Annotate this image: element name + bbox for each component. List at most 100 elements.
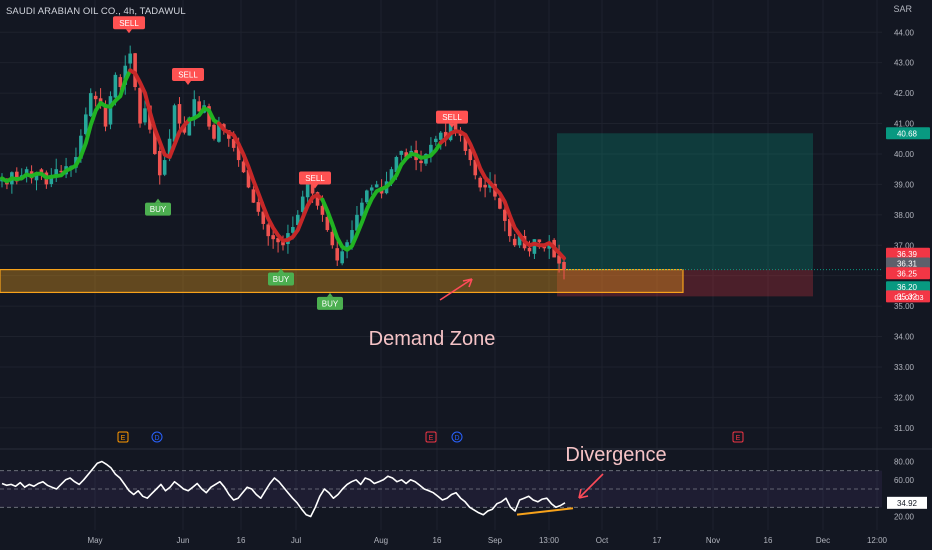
signal-buy[interactable]: BUY	[145, 198, 171, 216]
event-marker[interactable]: E	[732, 431, 744, 443]
candle[interactable]	[507, 219, 512, 237]
signal-badge[interactable]	[113, 16, 145, 30]
candle[interactable]	[369, 187, 374, 191]
candle[interactable]	[138, 87, 142, 124]
candle[interactable]	[295, 214, 300, 225]
candle[interactable]	[187, 117, 192, 136]
candle[interactable]	[320, 205, 325, 215]
candle[interactable]	[241, 161, 246, 173]
candle[interactable]	[315, 192, 320, 206]
candle[interactable]	[118, 77, 123, 88]
candle[interactable]	[84, 114, 88, 135]
candle[interactable]	[399, 150, 404, 155]
candle[interactable]	[276, 238, 280, 243]
candle[interactable]	[217, 123, 221, 142]
candle[interactable]	[167, 138, 172, 159]
candle[interactable]	[128, 53, 132, 64]
candle[interactable]	[192, 99, 197, 118]
candle[interactable]	[434, 138, 438, 143]
candle[interactable]	[236, 145, 241, 161]
candle[interactable]	[512, 238, 517, 246]
candle[interactable]	[325, 216, 330, 231]
candle[interactable]	[108, 96, 113, 125]
candle[interactable]	[49, 175, 54, 185]
candle[interactable]	[438, 132, 443, 140]
candle[interactable]	[305, 184, 310, 198]
candle[interactable]	[350, 230, 354, 244]
candle[interactable]	[355, 214, 359, 231]
candle[interactable]	[503, 209, 507, 221]
candle[interactable]	[123, 65, 128, 85]
candle[interactable]	[532, 239, 537, 254]
candle[interactable]	[345, 242, 349, 251]
oscillator-line[interactable]	[1, 460, 566, 518]
candle[interactable]	[266, 224, 271, 237]
candle[interactable]	[419, 160, 423, 164]
candle[interactable]	[404, 152, 409, 158]
candle[interactable]	[153, 129, 157, 154]
candle[interactable]	[473, 159, 478, 176]
candle[interactable]	[14, 171, 19, 182]
candle[interactable]	[157, 150, 162, 176]
candle[interactable]	[478, 177, 482, 188]
candle[interactable]	[443, 131, 448, 139]
candle[interactable]	[360, 202, 364, 216]
candle[interactable]	[54, 169, 59, 178]
candle[interactable]	[340, 251, 344, 264]
signal-badge[interactable]	[145, 202, 171, 216]
candle[interactable]	[93, 95, 98, 100]
candle[interactable]	[389, 169, 394, 182]
candle[interactable]	[207, 106, 211, 127]
candle[interactable]	[34, 172, 39, 181]
candle[interactable]	[310, 184, 315, 194]
event-marker[interactable]: D	[151, 431, 163, 443]
signal-sell[interactable]: SELL	[172, 68, 204, 86]
candle[interactable]	[291, 227, 295, 233]
candle[interactable]	[143, 108, 147, 123]
signal-sell[interactable]: SELL	[436, 110, 468, 128]
event-marker[interactable]: E	[425, 431, 437, 443]
candle[interactable]	[231, 139, 236, 148]
candle[interactable]	[271, 235, 275, 240]
signal-badge[interactable]	[317, 296, 343, 310]
position-target-zone[interactable]	[557, 133, 813, 270]
event-marker[interactable]: E	[117, 431, 129, 443]
signal-buy[interactable]: BUY	[317, 292, 343, 310]
candle[interactable]	[562, 261, 566, 270]
signal-sell[interactable]: SELL	[113, 16, 145, 34]
divergence-line[interactable]	[516, 507, 574, 516]
signal-badge[interactable]	[299, 171, 331, 185]
candle[interactable]	[79, 135, 83, 159]
candle[interactable]	[88, 93, 93, 117]
candle[interactable]	[246, 169, 251, 188]
candle[interactable]	[256, 202, 261, 212]
candle[interactable]	[133, 53, 137, 88]
candle[interactable]	[212, 124, 216, 139]
demand-zone-rect[interactable]	[0, 269, 684, 294]
candle[interactable]	[483, 184, 487, 188]
candle[interactable]	[103, 105, 108, 127]
candle[interactable]	[498, 198, 502, 209]
candle[interactable]	[197, 101, 201, 112]
candle[interactable]	[453, 122, 458, 130]
candle[interactable]	[374, 184, 379, 188]
candle[interactable]	[463, 135, 468, 151]
candle[interactable]	[300, 196, 305, 212]
signal-badge[interactable]	[268, 272, 294, 286]
candle[interactable]	[261, 211, 266, 224]
candle[interactable]	[251, 189, 256, 203]
signal-sell[interactable]: SELL	[299, 171, 331, 189]
signal-badge[interactable]	[172, 68, 204, 82]
candle[interactable]	[335, 248, 340, 261]
candle[interactable]	[182, 125, 187, 133]
candle[interactable]	[162, 160, 167, 175]
event-marker[interactable]: D	[451, 431, 463, 443]
candle[interactable]	[365, 190, 369, 203]
candle[interactable]	[557, 255, 561, 264]
candle[interactable]	[517, 236, 522, 246]
candle[interactable]	[394, 157, 399, 173]
candle[interactable]	[468, 148, 473, 161]
candle[interactable]	[177, 104, 182, 124]
candle[interactable]	[330, 231, 335, 246]
